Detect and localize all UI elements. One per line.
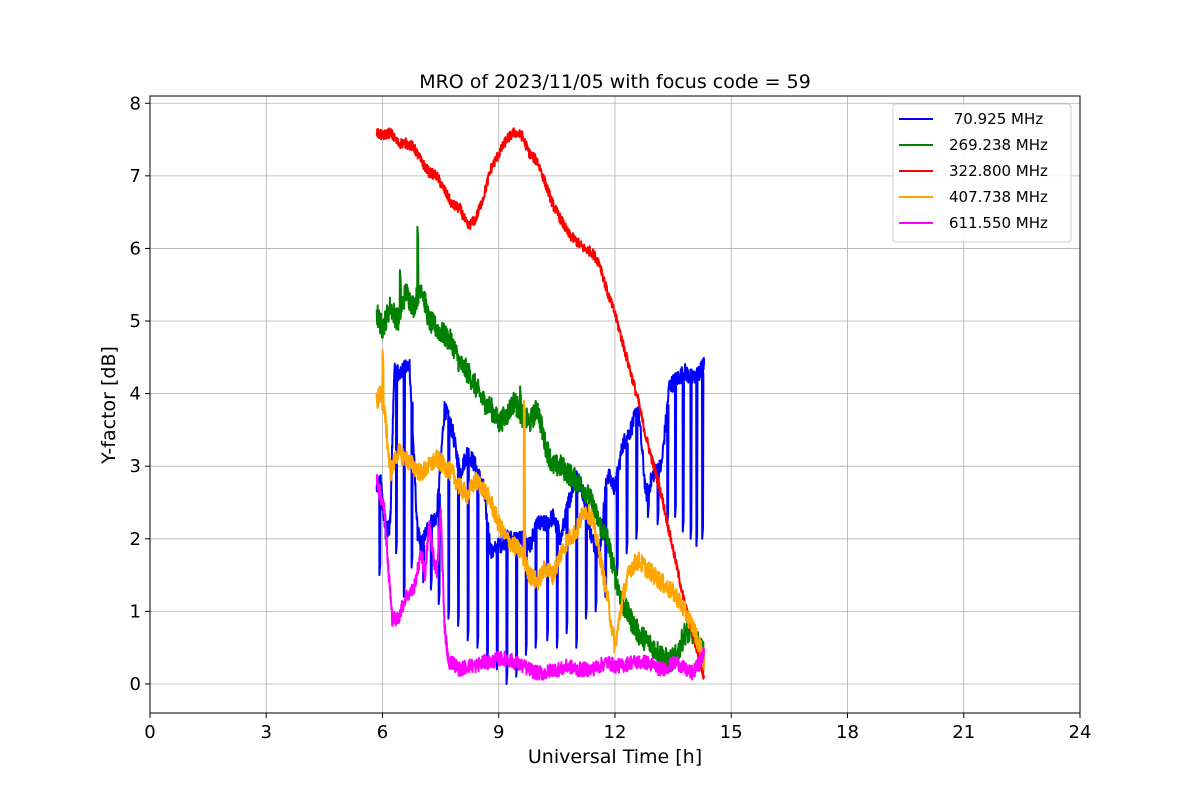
y-tick-label: 1 (130, 601, 141, 622)
legend-label: 70.925 MHz (949, 110, 1043, 128)
legend-label: 322.800 MHz (949, 162, 1048, 180)
y-tick-label: 8 (130, 93, 141, 114)
x-axis-label: Universal Time [h] (528, 746, 702, 768)
y-axis-label: Y-factor [dB] (98, 346, 120, 465)
series-line-3 (375, 349, 706, 671)
y-tick-label: 6 (130, 238, 141, 259)
series-line-2 (375, 127, 706, 680)
x-tick-label: 21 (952, 722, 975, 743)
y-tick-label: 3 (130, 456, 141, 477)
y-tick-label: 0 (130, 674, 141, 695)
x-tick-label: 0 (144, 722, 155, 743)
y-tick-label: 4 (130, 384, 141, 405)
x-tick-label: 18 (836, 722, 859, 743)
x-tick-label: 9 (493, 722, 504, 743)
chart-title: MRO of 2023/11/05 with focus code = 59 (419, 71, 811, 93)
x-tick-label: 24 (1069, 722, 1092, 743)
series-lines (375, 127, 706, 685)
x-tick-label: 15 (720, 722, 743, 743)
y-tick-label: 7 (130, 166, 141, 187)
x-tick-label: 3 (261, 722, 272, 743)
y-tick-label: 2 (130, 529, 141, 550)
legend-label: 407.738 MHz (949, 188, 1048, 206)
legend-box (892, 103, 1072, 243)
y-tick-label: 5 (130, 311, 141, 332)
series-line-4 (375, 473, 706, 681)
legend-label: 269.238 MHz (949, 136, 1048, 154)
x-tick-label: 6 (377, 722, 388, 743)
legend-label: 611.550 MHz (949, 214, 1048, 232)
series-line-0 (375, 357, 706, 685)
x-tick-label: 12 (604, 722, 627, 743)
series-line-1 (375, 225, 706, 673)
legend: 70.925 MHz 269.238 MHz 322.800 MHz 407.738 … (892, 103, 1072, 243)
